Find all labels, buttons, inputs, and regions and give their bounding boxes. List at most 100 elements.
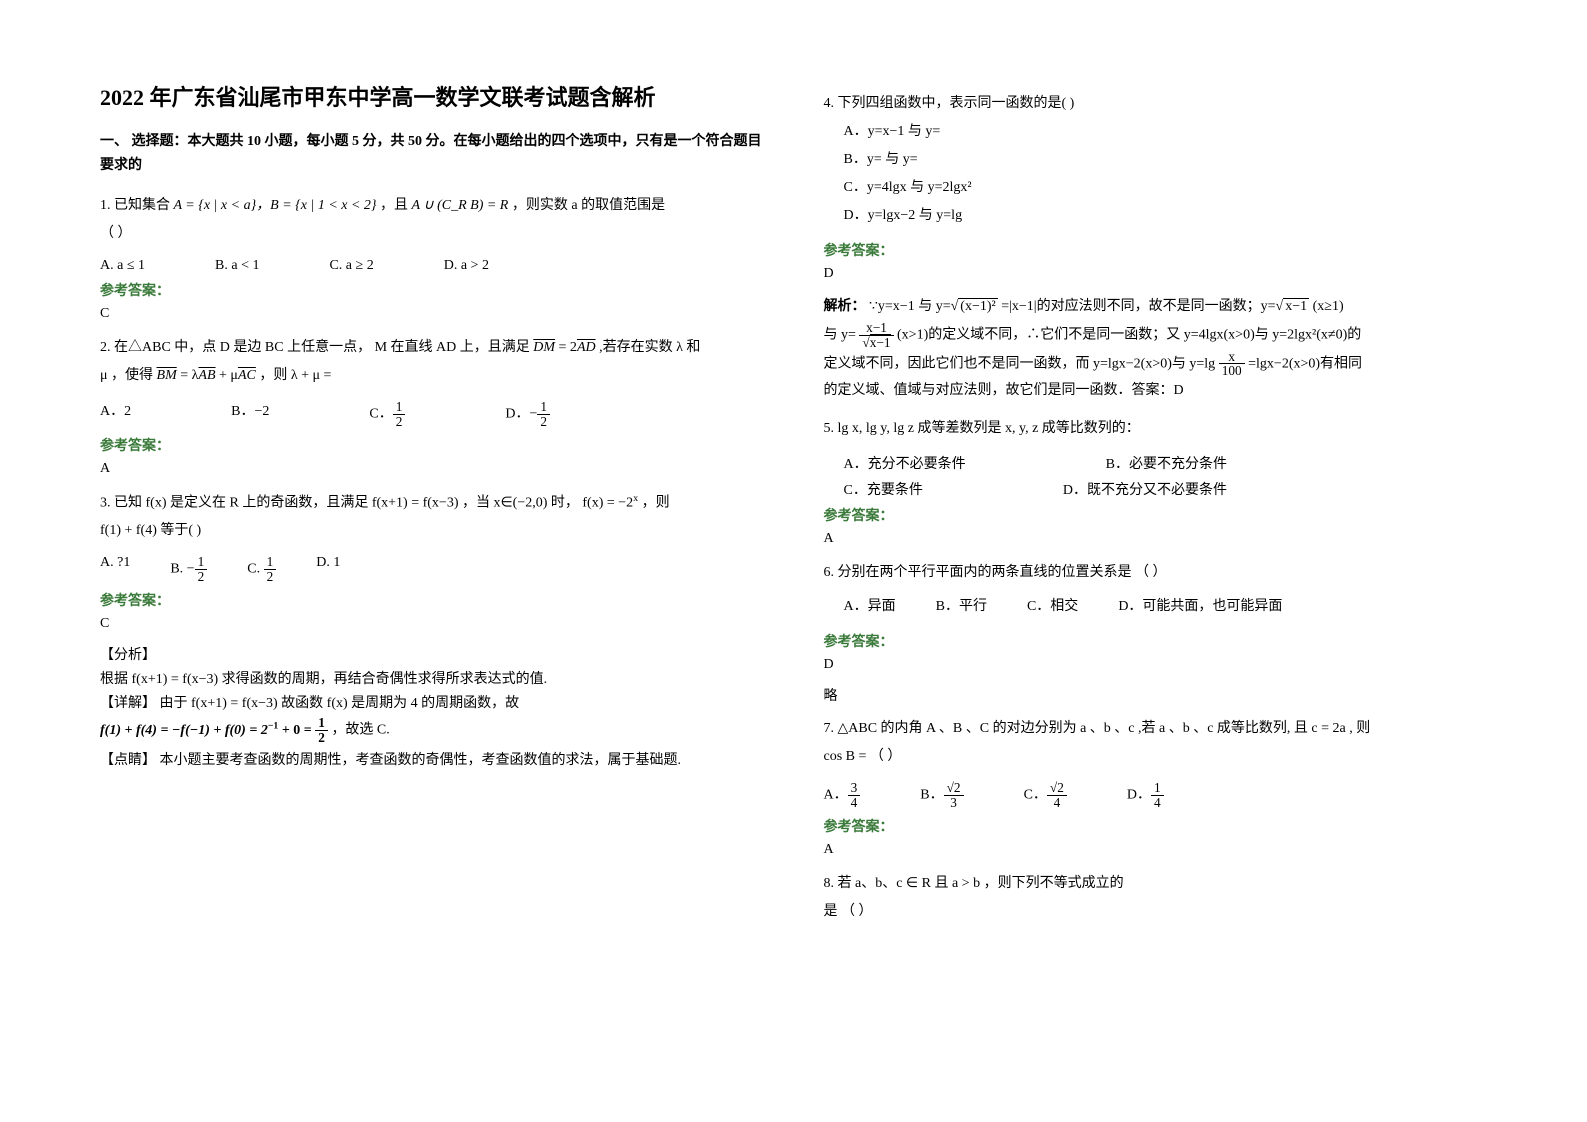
- question-1: 1. 已知集合 A = {x | x < a}，B = {x | 1 < x <…: [100, 192, 764, 248]
- q2-stem-d: μ ，使得: [100, 368, 157, 383]
- q3-optD: D. 1: [316, 555, 340, 584]
- q3-optB: B. −12: [170, 555, 207, 584]
- q3-remark: 【点睛】 本小题主要考查函数的周期性，考查函数的奇偶性，考查函数值的求法，属于基…: [100, 749, 764, 769]
- q3-answer: C: [100, 616, 764, 632]
- q7-optB: B．√23: [920, 781, 963, 810]
- q7-stem-a: 7. △ABC 的内角 A 、B 、C 的对边分别为 a 、b 、c ,若 a …: [824, 715, 1488, 743]
- exam-page: 2022 年广东省汕尾市甲东中学高一数学文联考试题含解析 一、 选择题：本大题共…: [0, 0, 1587, 976]
- q2-vec-ab: AB: [198, 368, 215, 383]
- q7-optD: D．14: [1127, 781, 1164, 810]
- q4-answer: D: [824, 266, 1488, 282]
- q1-answer-label: 参考答案：: [100, 280, 764, 300]
- q2-vec-bm: BM: [157, 368, 177, 383]
- q2-answer: A: [100, 461, 764, 477]
- q7-optD-pre: D．: [1127, 788, 1151, 803]
- q4-stem: 4. 下列四组函数中，表示同一函数的是( ): [824, 90, 1488, 118]
- q4-sqrt1: (x−1)²: [958, 298, 997, 314]
- q3-tag-analysis: 【分析】: [100, 644, 764, 664]
- q2-optC: C．12: [369, 400, 405, 429]
- q4-sqrt2: x−1: [1283, 298, 1309, 314]
- q2-vec-dm: DM: [533, 340, 555, 355]
- q1-optB: B. a < 1: [215, 258, 259, 274]
- q3-line1: 根据 f(x+1) = f(x−3) 求得函数的周期，再结合奇偶性求得所求表达式…: [100, 668, 764, 688]
- q3-optC: C. 12: [247, 555, 276, 584]
- q4-frac-sol3: x100: [1219, 350, 1245, 379]
- q7-options: A．34 B．√23 C．√24 D．14: [824, 781, 1488, 810]
- q6-optC: C．相交: [1027, 593, 1078, 621]
- q3-line4: 本小题主要考查函数的周期性，考查函数的奇偶性，考查函数值的求法，属于基础题.: [160, 753, 682, 768]
- q3-stem-b: ，则: [642, 495, 670, 510]
- q1-optD: D. a > 2: [444, 258, 489, 274]
- q5-answer: A: [824, 531, 1488, 547]
- q4-solution: 解析： ∵y=x−1 与 y=√(x−1)² =|x−1|的对应法则不同，故不是…: [824, 294, 1488, 405]
- q1-stem-a: 1. 已知集合: [100, 198, 174, 213]
- q2-optC-pre: C．: [369, 406, 392, 421]
- q6-optB: B．平行: [936, 593, 987, 621]
- q3-line3b: + 0 =: [278, 723, 315, 738]
- question-6: 6. 分别在两个平行平面内的两条直线的位置关系是 （ ） A．异面 B．平行 C…: [824, 559, 1488, 621]
- q7-frac-a: 34: [848, 781, 861, 810]
- q8-stem-a: 8. 若 a、b、c ∈ R 且 a > b ，则下列不等式成立的: [824, 870, 1488, 898]
- q3-line3a: f(1) + f(4) = −f(−1) + f(0) = 2: [100, 723, 268, 738]
- q7-frac-d: 14: [1151, 781, 1164, 810]
- q6-optA: A．异面: [844, 593, 896, 621]
- q2-vec-ad: AD: [577, 340, 596, 355]
- q7-stem-b: cos B = （ ）: [824, 743, 1488, 771]
- question-4: 4. 下列四组函数中，表示同一函数的是( ) A．y=x−1 与 y= B．y=…: [824, 90, 1488, 230]
- q2-optB: B．−2: [231, 400, 269, 429]
- q5-options-row2: C．充要条件 D．既不充分又不必要条件: [824, 479, 1488, 499]
- q4-sol1c: (x≥1): [1313, 299, 1344, 314]
- q7-answer: A: [824, 842, 1488, 858]
- q1-options: A. a ≤ 1 B. a < 1 C. a ≥ 2 D. a > 2: [100, 258, 764, 274]
- q7-optB-pre: B．: [920, 788, 943, 803]
- q1-stem-c: ，且: [380, 198, 412, 213]
- q2-optA: A．2: [100, 400, 131, 429]
- q6-answer-label: 参考答案：: [824, 631, 1488, 651]
- q1-optA: A. a ≤ 1: [100, 258, 145, 274]
- q7-optC: C．√24: [1024, 781, 1067, 810]
- q3-detail: 【详解】 由于 f(x+1) = f(x−3) 故函数 f(x) 是周期为 4 …: [100, 692, 764, 712]
- q2-answer-label: 参考答案：: [100, 435, 764, 455]
- q1-stem-e: ，则实数 a 的取值范围是: [512, 198, 665, 213]
- q2-optD: D．−12: [505, 400, 550, 429]
- q5-optC: C．充要条件: [844, 479, 923, 499]
- question-7: 7. △ABC 的内角 A 、B 、C 的对边分别为 a 、b 、c ,若 a …: [824, 715, 1488, 771]
- q4-sol1: 解析： ∵y=x−1 与 y=√(x−1)² =|x−1|的对应法则不同，故不是…: [824, 294, 1488, 321]
- q3-frac-res: 12: [315, 716, 328, 745]
- q4-optC: C．y=4lgx 与 y=2lgx²: [844, 174, 1488, 202]
- q3-optC-pre: C.: [247, 562, 263, 577]
- q5-stem: 5. lg x, lg y, lg z 成等差数列是 x, y, z 成等比数列…: [824, 421, 1140, 436]
- q3-line2a: 由于 f(x+1) = f(x−3) 故函数 f(x) 是周期为 4 的周期函数…: [160, 696, 520, 711]
- question-2: 2. 在△ABC 中，点 D 是边 BC 上任意一点， M 在直线 AD 上，且…: [100, 334, 764, 390]
- q6-note: 略: [824, 685, 1488, 705]
- q3-exp-x: x: [633, 493, 638, 504]
- q3-answer-label: 参考答案：: [100, 590, 764, 610]
- q5-optD: D．既不充分又不必要条件: [1063, 479, 1227, 499]
- q1-answer: C: [100, 306, 764, 322]
- q3-optA: A. ?1: [100, 555, 130, 584]
- q7-answer-label: 参考答案：: [824, 816, 1488, 836]
- q2-vec-ac: AC: [238, 368, 256, 383]
- q4-sol4: 的定义域、值域与对应法则，故它们是同一函数．答案：D: [824, 378, 1488, 405]
- q4-sol2: 与 y= x−1√x−1 (x>1)的定义域不同，∴它们不是同一函数；又 y=4…: [824, 321, 1488, 350]
- q2-stem-a: 2. 在△ABC 中，点 D 是边 BC 上任意一点， M 在直线 AD 上，且…: [100, 340, 533, 355]
- q3-options: A. ?1 B. −12 C. 12 D. 1: [100, 555, 764, 584]
- q4-sol-label: 解析：: [824, 299, 866, 314]
- q3-stem-a: 3. 已知 f(x) 是定义在 R 上的奇函数，且满足 f(x+1) = f(x…: [100, 495, 633, 510]
- q4-sol3: 定义域不同，因此它们也不是同一函数，而 y=lgx−2(x>0)与 y=lg x…: [824, 350, 1488, 379]
- q2-stem-f: ，则 λ + μ =: [259, 368, 331, 383]
- q5-optA: A．充分不必要条件: [844, 453, 966, 473]
- q1-formula-sets: A = {x | x < a}，B = {x | 1 < x < 2}: [174, 198, 377, 213]
- q1-paren: （ ）: [100, 220, 764, 248]
- q6-answer: D: [824, 657, 1488, 673]
- q4-sol2b: (x>1)的定义域不同，∴它们不是同一函数；又 y=4lgx(x>0)与 y=2…: [897, 327, 1361, 342]
- q2-frac-half: 12: [393, 400, 406, 429]
- q7-optC-pre: C．: [1024, 788, 1047, 803]
- q5-optB: B．必要不充分条件: [1106, 453, 1227, 473]
- q7-frac-b: √23: [944, 781, 964, 810]
- q4-optB: B．y= 与 y=: [844, 146, 1488, 174]
- q2-stem-c: ,若存在实数 λ 和: [599, 340, 700, 355]
- q6-optD: D．可能共面，也可能异面: [1118, 593, 1282, 621]
- q4-answer-label: 参考答案：: [824, 240, 1488, 260]
- q4-sol2a: 与 y=: [824, 327, 856, 342]
